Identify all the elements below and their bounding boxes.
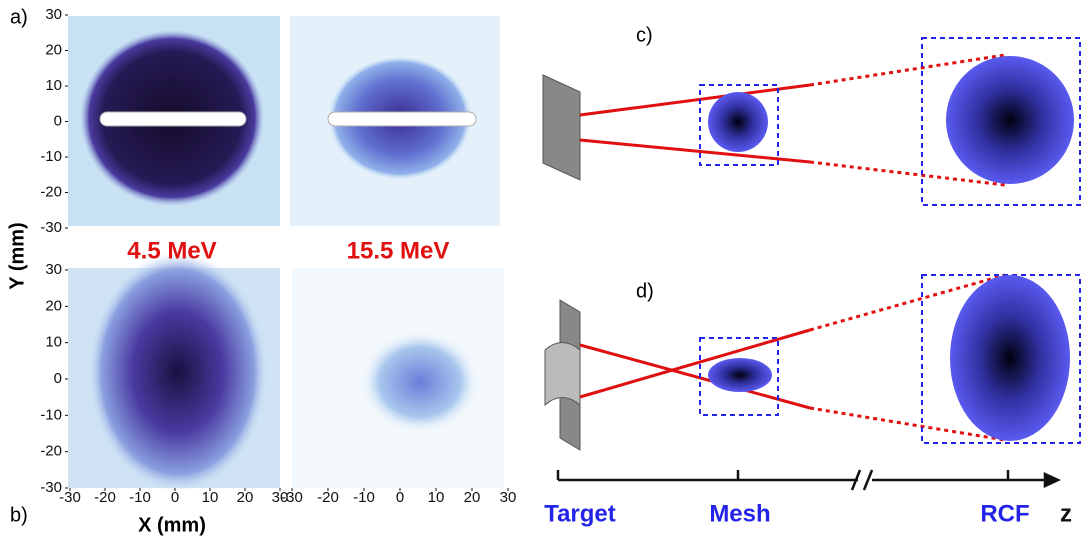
x-tick-label: 0 [171,489,179,506]
y-tick-label: 30 [45,261,62,278]
panel-label: a) [10,6,28,28]
panel-label: b) [10,504,28,526]
y-tick-label: -20 [40,443,62,460]
x-tick-label: 0 [396,489,404,506]
y-tick-label: 20 [45,297,62,314]
schematic-c [543,38,1080,205]
y-tick-label: -20 [40,183,62,200]
x-tick-label: 10 [202,489,219,506]
x-tick-label: -20 [94,489,116,506]
figure: a) b) c) d) 4.5 MeV 15.5 MeV Y (mm) X (m… [0,0,1083,545]
y-tick-label: 10 [45,334,62,351]
z-axis [558,470,1058,490]
y-tick-label: 20 [45,41,62,58]
rcf-label: RCF [980,500,1029,527]
x-tick-label: 10 [428,489,445,506]
z-label: z [1060,500,1072,527]
y-tick-label: 30 [45,6,62,23]
y-tick-label: 0 [54,370,62,387]
x-axis-title: X (mm) [138,514,206,536]
target-label: Target [544,500,616,527]
energy-label: 15.5 MeV [347,237,450,264]
schematic-d [545,275,1080,450]
x-tick-label: 20 [464,489,481,506]
panel-label: c) [636,24,653,46]
mesh-label: Mesh [709,500,770,527]
y-axis-title: Y (mm) [6,222,28,289]
x-tick-label: -10 [129,489,151,506]
x-tick-label: 20 [237,489,254,506]
y-tick-label: 0 [54,112,62,129]
y-tick-label: -10 [40,148,62,165]
x-tick-label: -20 [317,489,339,506]
y-tick-label: -10 [40,406,62,423]
x-tick-label: 30 [500,489,517,506]
x-tick-label: -10 [353,489,375,506]
x-tick-label: -30 [59,489,81,506]
panel-label: d) [636,280,654,302]
energy-label: 4.5 MeV [127,237,216,264]
y-tick-label: -30 [40,219,62,236]
y-tick-label: 10 [45,77,62,94]
x-tick-label: -30 [281,489,303,506]
